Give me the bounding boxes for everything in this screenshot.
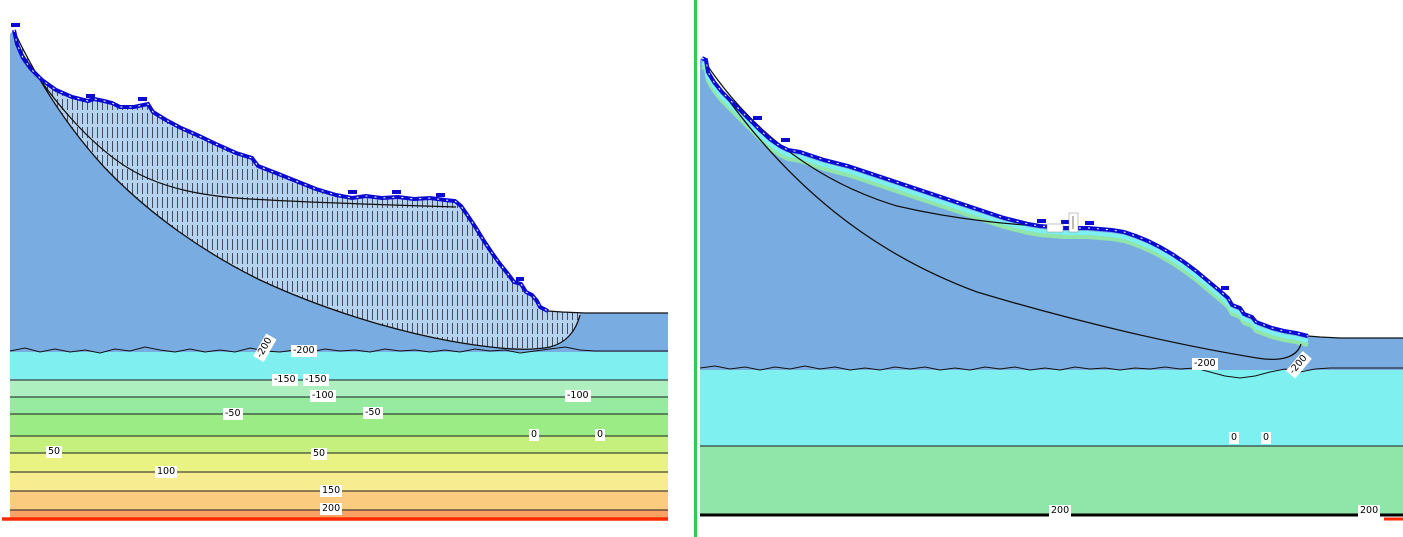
slip-surface-shallow <box>19 49 457 208</box>
slip-mass-hatch <box>15 33 580 350</box>
slip-surface-deep <box>14 32 581 350</box>
contour-label: 50 <box>311 448 328 460</box>
ground-wavy-line <box>9 346 668 354</box>
surface-blue-line-texture <box>13 29 549 312</box>
contour-band <box>700 370 1403 446</box>
right-panel-plot <box>699 56 1403 521</box>
contour-label: 100 <box>155 466 178 478</box>
slip-surface-deep <box>705 67 1302 360</box>
contour-label: -200 <box>1192 358 1218 370</box>
contour-label: 0 <box>595 429 606 441</box>
contour-label: 200 <box>1049 505 1072 517</box>
contour-label: -100 <box>565 390 591 402</box>
surface-blue-line-texture <box>701 57 1309 337</box>
contour-band <box>10 414 668 436</box>
panel-divider-line <box>694 0 697 537</box>
contour-label: 50 <box>46 446 63 458</box>
contour-band <box>10 397 668 414</box>
contour-label: -100 <box>310 390 336 402</box>
bench-marker <box>1046 212 1079 233</box>
contour-label: -50 <box>223 408 243 420</box>
contour-label: -150 <box>303 374 329 386</box>
contour-label: -200 <box>291 345 317 357</box>
contour-label: -50 <box>363 407 383 419</box>
contour-band <box>10 352 668 380</box>
contour-band <box>10 380 668 397</box>
contour-label: 0 <box>529 429 540 441</box>
surface-markers <box>11 23 524 281</box>
contour-label: 200 <box>320 503 343 515</box>
surface-markers <box>753 116 1229 290</box>
contour-label: 0 <box>1229 432 1240 444</box>
contour-band <box>10 491 668 510</box>
contour-label: 0 <box>1261 432 1272 444</box>
contour-label: 150 <box>320 485 343 497</box>
contour-band <box>10 453 668 472</box>
contour-bands <box>10 352 668 519</box>
contour-label: 200 <box>1358 505 1381 517</box>
contour-label: -150 <box>272 374 298 386</box>
left-panel-plot <box>2 23 668 521</box>
contour-band <box>700 446 1403 515</box>
contour-band <box>10 436 668 453</box>
